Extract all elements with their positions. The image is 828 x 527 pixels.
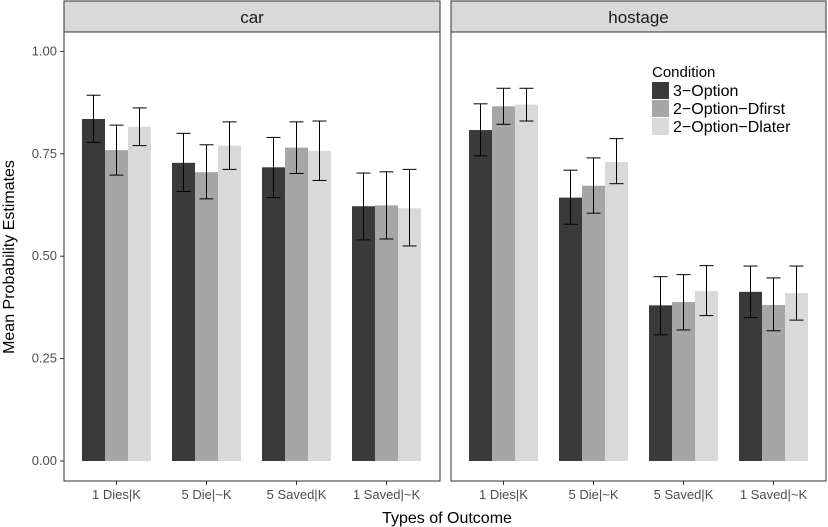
bar-1-2-2 bbox=[695, 291, 718, 461]
bar-0-1-3 bbox=[375, 205, 398, 461]
error-bar-1-0-1 bbox=[563, 169, 578, 225]
bar-0-0-2 bbox=[262, 167, 285, 461]
error-bar-1-1-2 bbox=[676, 274, 691, 331]
x-tick-label-0-0: 1 Dies|K bbox=[92, 487, 141, 502]
error-bar-1-1-0 bbox=[496, 87, 511, 125]
legend-label-0: 3−Option bbox=[673, 83, 738, 100]
error-bar-0-0-1 bbox=[176, 132, 191, 192]
bar-0-1-1 bbox=[195, 172, 218, 461]
x-tick-label-0-2: 5 Saved|K bbox=[267, 487, 327, 502]
error-bar-1-1-1 bbox=[586, 157, 601, 214]
strip-0 bbox=[63, 0, 441, 33]
bar-1-1-2 bbox=[672, 302, 695, 461]
bar-0-2-0 bbox=[128, 126, 151, 461]
bar-1-0-3 bbox=[739, 291, 762, 461]
y-axis-title: Mean Probability Estimates bbox=[1, 160, 18, 354]
y-tick-label-0: 0.00 bbox=[32, 453, 57, 468]
x-tick-label-1-1: 5 Die|~K bbox=[569, 487, 619, 502]
x-tick-label-1-2: 5 Saved|K bbox=[654, 487, 714, 502]
error-bar-1-0-2 bbox=[653, 276, 668, 336]
strip-1 bbox=[450, 0, 827, 33]
error-bar-1-2-1 bbox=[609, 138, 624, 185]
error-bar-0-2-3 bbox=[402, 168, 417, 247]
legend: Condition 3−Option2−Option−Dfirst2−Option… bbox=[652, 64, 791, 136]
bar-1-1-1 bbox=[582, 185, 605, 462]
error-bar-0-1-0 bbox=[109, 124, 124, 176]
y-tick-label-4: 1.00 bbox=[32, 43, 57, 58]
error-bar-1-2-3 bbox=[789, 265, 804, 321]
panel-1: hostage 1 Dies|K 5 Die|~K 5 Saved|K 1 Saved|… bbox=[450, 0, 827, 502]
strip-title-1: hostage bbox=[608, 8, 669, 27]
bar-0-0-3 bbox=[352, 206, 375, 461]
error-bar-0-0-2 bbox=[266, 136, 281, 199]
legend-key-0 bbox=[652, 82, 669, 99]
x-tick-label-0-3: 1 Saved|~K bbox=[353, 487, 421, 502]
error-bar-1-2-2 bbox=[699, 265, 714, 317]
legend-title: Condition bbox=[652, 64, 715, 81]
bar-1-1-3 bbox=[762, 304, 785, 461]
bar-1-2-0 bbox=[515, 104, 538, 461]
legend-label-2: 2−Option−Dlater bbox=[673, 119, 791, 136]
bar-0-0-0 bbox=[82, 118, 105, 461]
x-tick-label-1-0: 1 Dies|K bbox=[479, 487, 528, 502]
y-tick-label-3: 0.75 bbox=[32, 146, 57, 161]
error-bar-1-1-3 bbox=[766, 277, 781, 332]
bar-0-2-2 bbox=[308, 150, 331, 461]
error-bar-0-0-0 bbox=[86, 94, 101, 143]
x-tick-label-1-3: 1 Saved|~K bbox=[740, 487, 808, 502]
bar-0-0-1 bbox=[172, 162, 195, 461]
error-bar-0-2-2 bbox=[312, 120, 327, 181]
error-bar-1-0-3 bbox=[743, 265, 758, 319]
bar-1-2-3 bbox=[785, 293, 808, 461]
y-tick-label-2: 0.50 bbox=[32, 248, 57, 263]
error-bar-0-1-1 bbox=[199, 144, 214, 200]
bar-0-2-1 bbox=[218, 145, 241, 461]
y-tick-label-1: 0.25 bbox=[32, 351, 57, 366]
error-bar-0-1-3 bbox=[379, 171, 394, 240]
error-bar-0-2-1 bbox=[222, 121, 237, 170]
bar-1-0-1 bbox=[559, 197, 582, 461]
x-tick-label-0-1: 5 Die|~K bbox=[182, 487, 232, 502]
strip-title-0: car bbox=[240, 8, 264, 27]
legend-label-1: 2−Option−Dfirst bbox=[673, 101, 786, 118]
error-bar-1-0-0 bbox=[473, 103, 488, 157]
bar-0-1-0 bbox=[105, 150, 128, 462]
error-bar-0-0-3 bbox=[356, 172, 371, 241]
bar-1-0-2 bbox=[649, 305, 672, 461]
error-bar-0-1-2 bbox=[289, 121, 304, 174]
bar-1-0-0 bbox=[469, 130, 492, 461]
bar-0-2-3 bbox=[398, 208, 421, 461]
bar-0-1-2 bbox=[285, 147, 308, 461]
bar-1-2-1 bbox=[605, 161, 628, 461]
panel-0: car 1 Dies|K 5 Die|~K 5 Saved|K 1 Saved|~K bbox=[63, 0, 441, 502]
legend-key-2 bbox=[652, 118, 669, 135]
x-axis-title: Types of Outcome bbox=[382, 510, 512, 527]
legend-key-1 bbox=[652, 100, 669, 117]
y-axis: 0.00 0.25 0.50 0.75 1.00 bbox=[32, 43, 64, 468]
error-bar-1-2-0 bbox=[519, 87, 534, 122]
error-bar-0-2-0 bbox=[132, 107, 147, 147]
bar-1-1-0 bbox=[492, 106, 515, 461]
